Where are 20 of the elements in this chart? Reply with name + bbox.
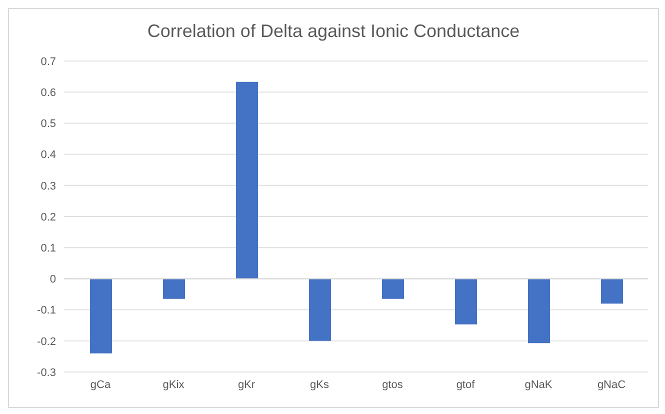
y-tick-label: -0.2 bbox=[37, 336, 56, 348]
y-tick-label: 0.3 bbox=[40, 180, 56, 192]
x-tick-label: gCa bbox=[90, 378, 112, 391]
chart-title: Correlation of Delta against Ionic Conductance bbox=[146, 20, 521, 43]
y-tick-label: 0.5 bbox=[40, 118, 56, 130]
y-tick-label: 0.7 bbox=[40, 56, 56, 68]
x-tick-label: gKr bbox=[238, 378, 256, 391]
x-tick-label: gtof bbox=[456, 378, 476, 391]
y-tick-label: 0.2 bbox=[40, 211, 56, 224]
x-tick-label: gNaC bbox=[597, 378, 626, 391]
y-tick-label: 0.4 bbox=[40, 149, 56, 162]
x-tick-label: gKs bbox=[310, 378, 330, 391]
y-tick-label: 0.6 bbox=[40, 87, 56, 100]
x-tick-label: gKix bbox=[162, 378, 185, 391]
y-tick-label: -0.3 bbox=[37, 366, 56, 379]
y-tick-label: -0.1 bbox=[37, 304, 56, 317]
y-tick-label: 0.1 bbox=[40, 242, 56, 255]
x-tick-label: gNaK bbox=[524, 378, 553, 391]
x-tick-label: gtos bbox=[382, 378, 404, 391]
y-tick-label: 0 bbox=[50, 274, 56, 286]
